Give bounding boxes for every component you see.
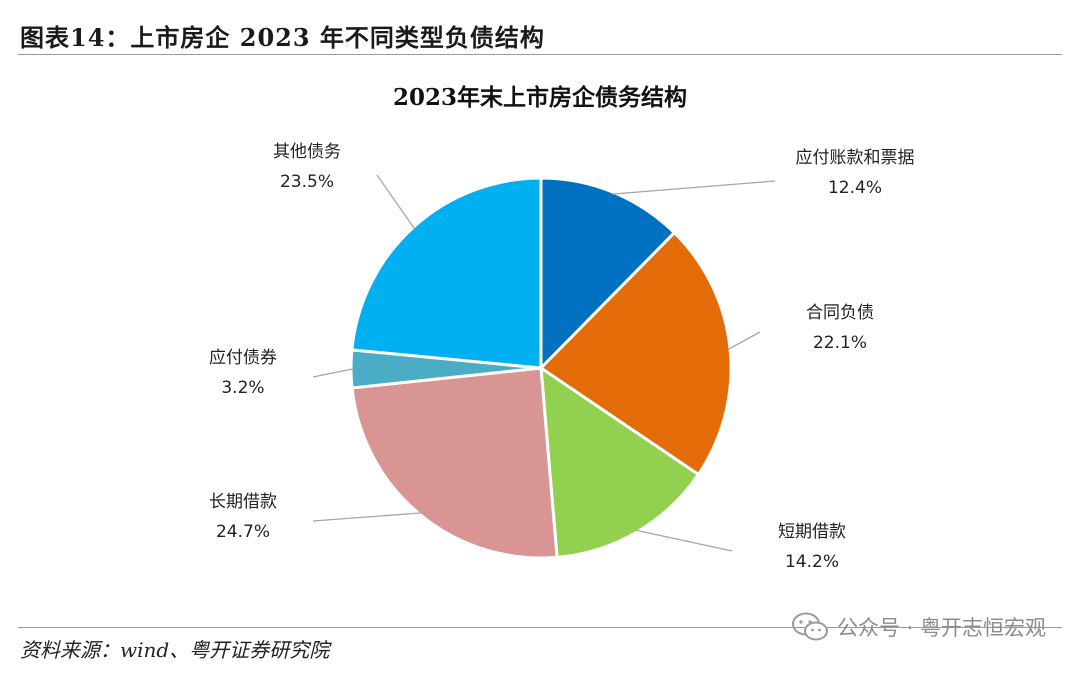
- slice-value-label-4: 24.7%: [216, 522, 270, 542]
- slice-name-label-6: 其他债务: [273, 142, 341, 162]
- leader-line-2: [727, 331, 761, 350]
- slice-value-label-2: 22.1%: [813, 333, 867, 353]
- slice-value-label-5: 3.2%: [221, 378, 264, 398]
- slice-labels: 应付账款和票据 12.4% 合同负债 22.1% 短期借款 14.2% 长期借款 24.7% 应…: [209, 142, 915, 572]
- pie-slice-4: [350, 366, 559, 560]
- watermark-text: 公众号 · 粤开志恒宏观: [836, 616, 1046, 640]
- pie-slice-6: [350, 176, 543, 370]
- pie-slice-3: [539, 366, 700, 559]
- slice-name-label-2: 合同负债: [806, 303, 874, 323]
- watermark: 公众号 · 粤开志恒宏观: [791, 612, 1046, 642]
- leader-line-6: [376, 174, 416, 230]
- pie-slice-2: [539, 231, 733, 476]
- source-note: 资料来源：wind、粤开证券研究院: [20, 638, 330, 662]
- slice-value-label-6: 23.5%: [280, 172, 334, 192]
- slice-value-label-3: 14.2%: [785, 552, 839, 572]
- slice-value-label-1: 12.4%: [828, 178, 882, 198]
- figure-title: 图表14：上市房企 2023 年不同类型负债结构: [20, 23, 545, 52]
- pie-slices: [349, 176, 733, 560]
- leader-line-1: [612, 180, 776, 195]
- leader-line-4: [312, 512, 422, 522]
- leader-lines: [312, 174, 776, 552]
- slice-name-label-5: 应付债券: [209, 348, 277, 368]
- slice-name-label-3: 短期借款: [778, 522, 846, 542]
- slice-name-label-4: 长期借款: [209, 492, 277, 512]
- wechat-icon: [791, 612, 828, 641]
- leader-line-3: [635, 529, 733, 552]
- bottom-divider: [18, 627, 1062, 628]
- slice-name-label-1: 应付账款和票据: [796, 148, 915, 168]
- top-divider: [18, 54, 1062, 55]
- pie-slice-1: [539, 176, 676, 370]
- leader-line-5: [312, 368, 354, 378]
- chart-title: 2023年末上市房企债务结构: [393, 84, 687, 111]
